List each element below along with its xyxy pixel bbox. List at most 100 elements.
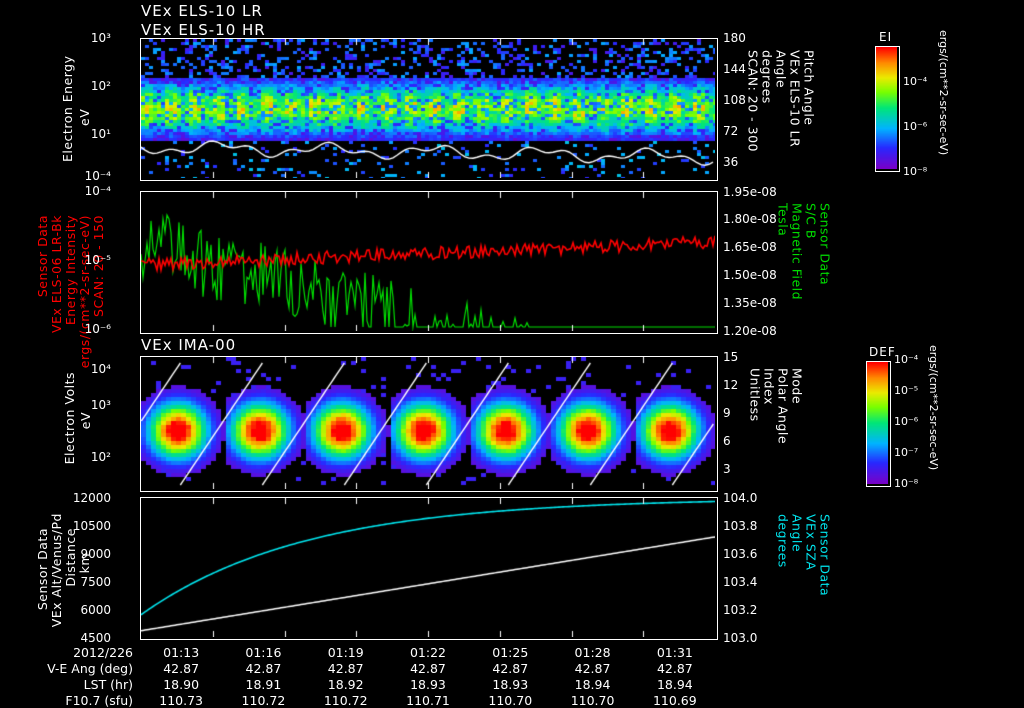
panel2-right-tick-0: 1.95e-08 xyxy=(723,185,777,199)
footer-time-4: 01:25 xyxy=(492,645,529,660)
footer-time-5: 01:28 xyxy=(574,645,611,660)
panel1-colorbar-title: EI xyxy=(879,30,893,44)
footer-label-f107: F10.7 (sfu) xyxy=(65,693,133,708)
footer-label-lst: LST (hr) xyxy=(83,677,133,692)
footer-ve-ang-5: 42.87 xyxy=(574,661,611,676)
panel2-right-label-1: S/C B xyxy=(803,203,819,239)
panel3-colorbar-units: ergs/(cm**2-sr-sec-eV) xyxy=(927,345,940,471)
footer-f107-0: 110.73 xyxy=(159,693,204,708)
panel1-left-axis-units: eV xyxy=(77,108,92,126)
panel1-right-label-2: Angle xyxy=(773,50,789,89)
panel2-plot[interactable] xyxy=(140,191,718,334)
panel1-colorbar-tick-0: 10⁻⁴ xyxy=(903,75,928,88)
panel3-colorbar-tick-3: 10⁻⁷ xyxy=(894,446,919,459)
panel1-ytick-1: 10² xyxy=(90,79,111,93)
panel2-left-label-1: VEx ELS-06 LR-Bk xyxy=(49,215,64,334)
panel4-ytick-5: 4500 xyxy=(80,631,111,645)
panel2-left-label-3: ergs/(cm**2-sr-sec-eV) xyxy=(77,215,92,369)
panel3-ytick-0: 10⁴ xyxy=(90,362,111,376)
footer-time-6: 01:31 xyxy=(656,645,693,660)
footer-lst-0: 18.90 xyxy=(163,677,200,692)
panel1-title-line1: VEx ELS-10 LR xyxy=(141,2,263,20)
panel1-colorbar-units: ergs/(cm**2-sr-sec-eV) xyxy=(937,30,950,156)
footer-time-0: 01:13 xyxy=(163,645,200,660)
panel4-right-label-2: Angle xyxy=(789,514,805,553)
panel3-colorbar xyxy=(866,361,891,487)
panel2-right-tick-4: 1.35e-08 xyxy=(723,296,777,310)
panel2-ytick-2: 10⁻⁶ xyxy=(84,322,111,336)
panel2-right-label-2: Magnetic Field xyxy=(789,203,805,301)
panel2-right-tick-1: 1.80e-08 xyxy=(723,212,777,226)
panel3-colorbar-tick-1: 10⁻⁵ xyxy=(894,384,919,397)
footer-f107-4: 110.70 xyxy=(488,693,533,708)
panel1-right-label-0: Pitch Angle xyxy=(801,50,817,126)
panel2-right-label-0: Sensor Data xyxy=(817,203,833,286)
panel4-right-tick-1: 103.8 xyxy=(723,519,758,533)
footer-f107-2: 110.72 xyxy=(323,693,368,708)
panel1-ytick-0: 10³ xyxy=(90,31,111,45)
panel1-colorbar xyxy=(875,46,900,172)
panel3-right-tick-0: 15 xyxy=(723,350,739,364)
footer-lst-5: 18.94 xyxy=(574,677,611,692)
panel4-ytick-2: 9000 xyxy=(80,547,111,561)
panel3-right-label-0: Mode xyxy=(789,368,805,405)
panel1-right-tick-2: 108 xyxy=(723,93,746,107)
panel4-right-tick-4: 103.2 xyxy=(723,603,758,617)
panel3-plot[interactable] xyxy=(140,356,718,492)
panel2-ytick-1: 10⁻⁵ xyxy=(84,253,111,267)
panel3-title: VEx IMA-00 xyxy=(141,336,237,354)
panel2-left-label-0: Sensor Data xyxy=(35,215,50,298)
footer-lst-6: 18.94 xyxy=(656,677,693,692)
panel3-right-tick-1: 12 xyxy=(723,378,739,392)
panel4-plot[interactable] xyxy=(140,497,718,640)
panel1-colorbar-tick-2: 10⁻⁸ xyxy=(903,165,928,178)
panel1-colorbar-tick-1: 10⁻⁶ xyxy=(903,120,928,133)
footer-f107-5: 110.70 xyxy=(570,693,615,708)
footer-f107-3: 110.71 xyxy=(406,693,450,708)
footer-label-ve-ang: V-E Ang (deg) xyxy=(47,661,133,676)
panel4-right-label-1: VEx SZA xyxy=(803,514,819,571)
panel4-ytick-0: 12000 xyxy=(72,491,111,505)
panel2-ytick-0: 10⁻⁴ xyxy=(84,184,111,198)
panel1-right-tick-1: 144 xyxy=(723,62,746,76)
footer-ve-ang-4: 42.87 xyxy=(492,661,529,676)
panel4-right-tick-3: 103.4 xyxy=(723,575,758,589)
panel3-ytick-2: 10² xyxy=(90,450,111,464)
panel1-title-line2: VEx ELS-10 HR xyxy=(141,21,266,39)
panel4-ytick-3: 7500 xyxy=(80,575,111,589)
panel3-colorbar-tick-0: 10⁻⁴ xyxy=(894,353,919,366)
panel3-colorbar-tick-2: 10⁻⁶ xyxy=(894,415,919,428)
panel1-ytick-2: 10¹ xyxy=(90,127,111,141)
footer-f107-6: 110.69 xyxy=(652,693,697,708)
panel3-left-axis-units: eV xyxy=(78,412,93,430)
panel4-right-tick-2: 103.6 xyxy=(723,547,758,561)
footer-lst-1: 18.91 xyxy=(245,677,282,692)
footer-ve-ang-2: 42.87 xyxy=(327,661,364,676)
panel2-right-tick-2: 1.65e-08 xyxy=(723,240,777,254)
panel4-right-label-3: degrees xyxy=(775,514,791,568)
panel3-right-label-1: Polar Angle xyxy=(775,368,791,445)
panel3-right-label-2: Index xyxy=(761,368,777,405)
panel2-right-label-3: Tesla xyxy=(775,203,791,237)
panel2-left-label-2: Energy Intensity xyxy=(63,215,78,326)
footer-lst-3: 18.93 xyxy=(410,677,446,692)
footer-time-3: 01:22 xyxy=(409,645,447,660)
panel1-right-label-4: SCAN: 20 - 300 xyxy=(745,50,761,152)
panel3-ytick-1: 10³ xyxy=(90,398,111,412)
panel3-right-label-3: Unitless xyxy=(747,368,763,422)
panel3-colorbar-title: DEF xyxy=(869,345,896,359)
panel4-right-tick-0: 104.0 xyxy=(723,491,758,505)
panel4-ytick-4: 6000 xyxy=(80,603,111,617)
footer-ve-ang-1: 42.87 xyxy=(245,661,282,676)
panel1-right-label-1: VEx ELS-10 LR xyxy=(787,50,803,148)
footer-label-date: 2012/226 xyxy=(73,645,133,660)
footer-ve-ang-0: 42.87 xyxy=(163,661,200,676)
panel1-plot[interactable] xyxy=(140,38,718,181)
panel1-right-label-3: degrees xyxy=(759,50,775,104)
panel4-right-tick-5: 103.0 xyxy=(723,631,758,645)
panel1-right-tick-4: 36 xyxy=(723,155,739,169)
footer-time-1: 01:16 xyxy=(245,645,282,660)
panel3-left-axis-label: Electron Volts xyxy=(62,372,77,465)
footer-lst-4: 18.93 xyxy=(492,677,529,692)
panel1-ytick-3: 10⁻⁴ xyxy=(84,169,111,183)
